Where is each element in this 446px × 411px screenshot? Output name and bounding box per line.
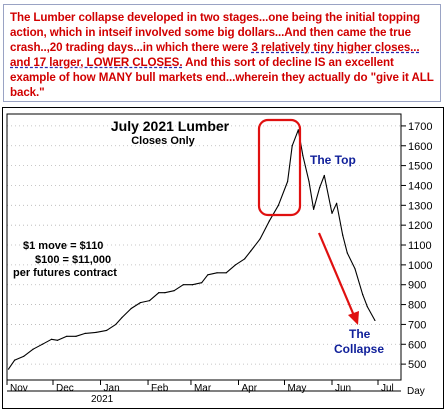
commentary-box: The Lumber collapse developed in two sta… (3, 4, 441, 102)
price-point (50, 338, 53, 340)
x-tick-label: Apr (241, 383, 257, 394)
x-tick-label: Jun (335, 383, 351, 394)
price-point (225, 272, 227, 274)
collapse-label-line: The (349, 327, 371, 341)
x-tick-label: Dec (56, 383, 74, 394)
contract-note-line: $100 = $11,000 (35, 254, 111, 266)
price-point (323, 174, 325, 177)
contract-note-line: per futures contract (13, 267, 117, 279)
y-tick-label: 1300 (408, 200, 432, 212)
commentary-segment: The Lumber collapse developed in two sta… (10, 11, 420, 54)
x-tick-label: Nov (10, 383, 28, 394)
price-point (121, 316, 123, 319)
y-tick-label: 1500 (408, 161, 432, 173)
y-tick-label: 900 (408, 280, 426, 292)
collapse-label: The Collapse (334, 327, 384, 356)
x-tick-label: Feb (151, 383, 169, 394)
commentary-text: The Lumber collapse developed in two sta… (10, 10, 434, 100)
price-point (148, 299, 151, 302)
y-tick-label: 1200 (408, 220, 432, 232)
price-point (291, 145, 293, 147)
collapse-label-line: Collapse (334, 342, 384, 356)
price-point (84, 332, 86, 334)
price-point (182, 284, 184, 286)
price-point (14, 359, 16, 361)
lumber-price-chart: 500 600 700 800 900 1000 1100 1200 1300 1400 1500 1… (6, 113, 432, 405)
y-tick-label: 1400 (408, 180, 432, 192)
price-point (354, 268, 356, 270)
price-point (56, 339, 59, 341)
price-point (32, 348, 34, 350)
contract-note-line: $1 move = $110 (23, 240, 103, 252)
price-point (319, 186, 321, 189)
price-point (207, 274, 209, 276)
price-point (216, 272, 218, 274)
x-tick-label: Jul (381, 383, 394, 394)
price-point (7, 368, 10, 370)
price-point (336, 202, 338, 204)
series-layer (7, 129, 376, 370)
top-label: The Top (310, 153, 356, 167)
chart-title: July 2021 Lumber (111, 118, 230, 134)
y-tick-label: 700 (408, 319, 426, 331)
chart-frame: 500 600 700 800 900 1000 1100 1200 1300 1400 1500 1… (2, 107, 444, 409)
price-point (302, 155, 304, 157)
plot-area-border (6, 113, 402, 381)
price-point (164, 292, 166, 294)
price-point (259, 238, 261, 240)
x-axis-year-label: 2021 (91, 394, 114, 405)
price-point (130, 307, 132, 310)
price-point (173, 290, 175, 292)
commentary-segment: And this sort of decline IS an excellent… (10, 56, 434, 99)
price-point (139, 301, 141, 304)
price-point (158, 292, 160, 294)
price-point (313, 208, 315, 210)
price-point (308, 180, 310, 183)
price-point (346, 252, 348, 254)
top-highlight-box (257, 118, 302, 217)
y-tick-label: 500 (408, 359, 426, 371)
price-point (277, 204, 279, 206)
price-point (66, 335, 68, 337)
price-point (201, 282, 203, 284)
price-point (106, 329, 108, 331)
price-point (41, 343, 43, 345)
chart-subtitle: Closes Only (131, 135, 195, 147)
contract-note: $1 move = $110 $100 = $11,000 per future… (13, 240, 117, 279)
price-series-line (8, 129, 376, 370)
price-point (244, 258, 246, 260)
price-point (75, 335, 77, 337)
y-tick-label: 1100 (408, 240, 432, 252)
price-point (115, 323, 117, 326)
price-point (362, 294, 364, 296)
price-point (286, 180, 289, 183)
price-point (366, 305, 368, 308)
price-point (250, 250, 252, 252)
y-tick-label: 1700 (408, 121, 432, 133)
price-point (268, 220, 270, 222)
collapse-arrowhead (348, 311, 359, 325)
x-tick-label: Jan (104, 383, 120, 394)
emphasized-text: and 17 larger, LOWER CLOSES. (10, 56, 183, 69)
y-tick-label: 1600 (408, 141, 432, 153)
price-point (342, 234, 344, 236)
price-point (374, 319, 376, 322)
y-tick-label: 1000 (408, 260, 432, 272)
x-tick-label: Mar (194, 383, 212, 394)
y-tick-label: 600 (408, 339, 426, 351)
collapse-arrow (317, 232, 357, 319)
x-tick-label: May (287, 383, 306, 394)
y-axis: 500 600 700 800 900 1000 1100 1200 1300 1400 1500 1… (401, 121, 432, 371)
y-tick-label: 800 (408, 300, 426, 312)
price-point (191, 284, 194, 286)
price-point (95, 331, 97, 333)
emphasized-text: 3 relatively tiny higher closes... (251, 41, 420, 54)
price-point (234, 264, 237, 266)
price-point (297, 129, 299, 131)
y-axis-corner-label: Day (407, 386, 425, 397)
x-axis: Nov Dec Jan Feb Mar Apr May Jun Jul (6, 380, 394, 394)
price-point (331, 212, 333, 214)
grid (7, 125, 401, 365)
price-point (23, 355, 25, 357)
